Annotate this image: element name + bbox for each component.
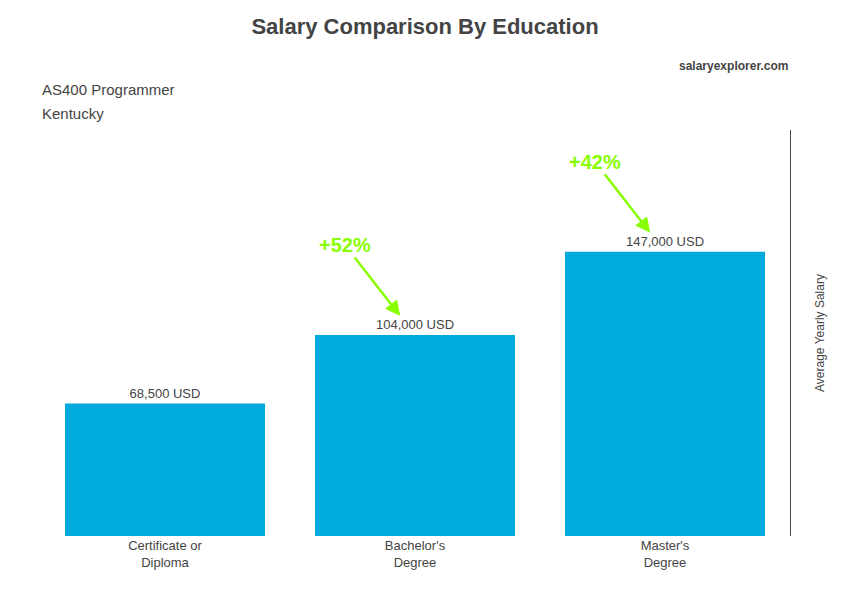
svg-text:salaryexplorer.com: salaryexplorer.com [679, 59, 788, 73]
svg-text:Average Yearly Salary: Average Yearly Salary [813, 274, 827, 392]
svg-text:AS400 Programmer: AS400 Programmer [42, 81, 175, 98]
svg-text:Bachelor'sDegree: Bachelor'sDegree [385, 538, 446, 570]
svg-text:Kentucky: Kentucky [42, 105, 104, 122]
svg-text:Salary Comparison By Education: Salary Comparison By Education [251, 14, 598, 39]
svg-text:+52%: +52% [319, 234, 371, 256]
svg-text:+42%: +42% [569, 151, 621, 173]
svg-text:Master'sDegree: Master'sDegree [641, 538, 690, 570]
svg-text:Certificate orDiploma: Certificate orDiploma [128, 538, 202, 570]
svg-text:104,000 USD: 104,000 USD [376, 317, 454, 332]
svg-text:68,500 USD: 68,500 USD [130, 386, 201, 401]
svg-text:147,000 USD: 147,000 USD [626, 234, 704, 249]
